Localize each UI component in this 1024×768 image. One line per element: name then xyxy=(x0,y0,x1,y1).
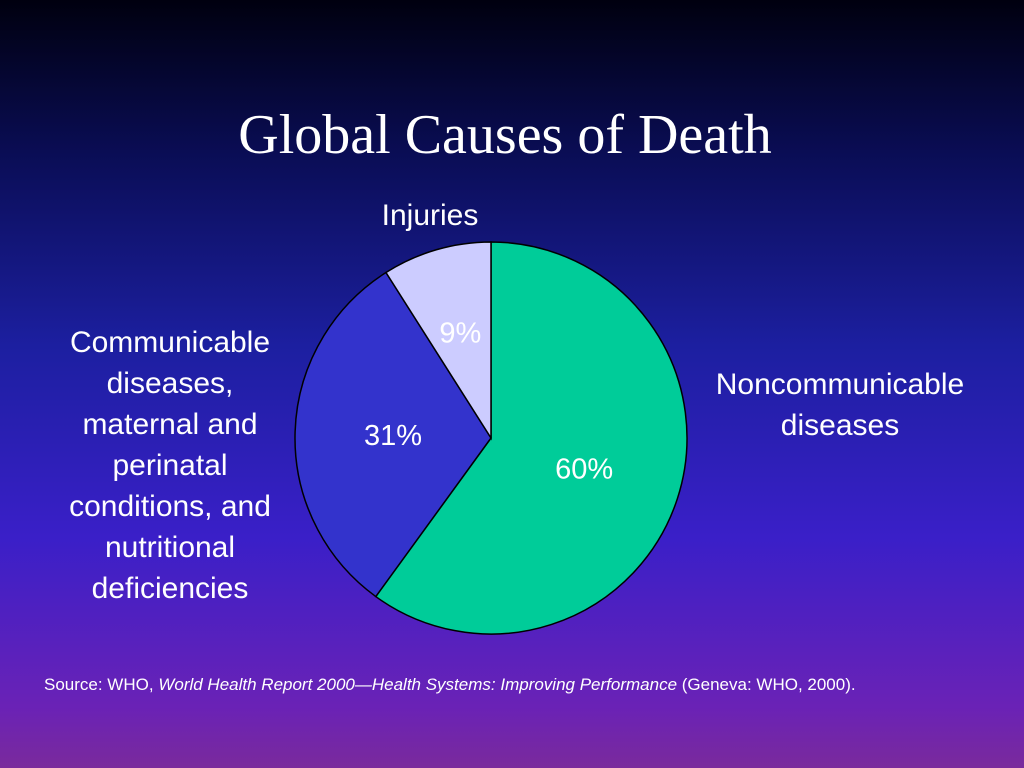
source-prefix: Source: WHO, xyxy=(44,675,159,694)
source-suffix: (Geneva: WHO, 2000). xyxy=(677,675,856,694)
slice-label-communicable: Communicable diseases, maternal and peri… xyxy=(69,326,271,605)
pie-slice-noncommunicable xyxy=(374,241,688,635)
pie-value-label-noncommunicable: 60% xyxy=(555,453,613,485)
pie-value-labels: 60% 31% 9% xyxy=(364,318,613,486)
slice-label-noncommunicable: Noncommunicable diseases xyxy=(715,368,965,442)
pie-slice-injuries xyxy=(384,241,492,441)
pie-value-label-injuries: 9% xyxy=(439,318,481,350)
pie-slice-communicable xyxy=(294,271,492,598)
pie-slices xyxy=(294,241,688,635)
slice-label-injuries: Injuries xyxy=(381,199,479,232)
slide-title: Global Causes of Death xyxy=(238,104,772,166)
source-title: World Health Report 2000—Health Systems:… xyxy=(158,675,678,694)
source-note: Source: WHO, World Health Report 2000—He… xyxy=(44,672,974,697)
pie-value-label-communicable: 31% xyxy=(364,420,422,452)
